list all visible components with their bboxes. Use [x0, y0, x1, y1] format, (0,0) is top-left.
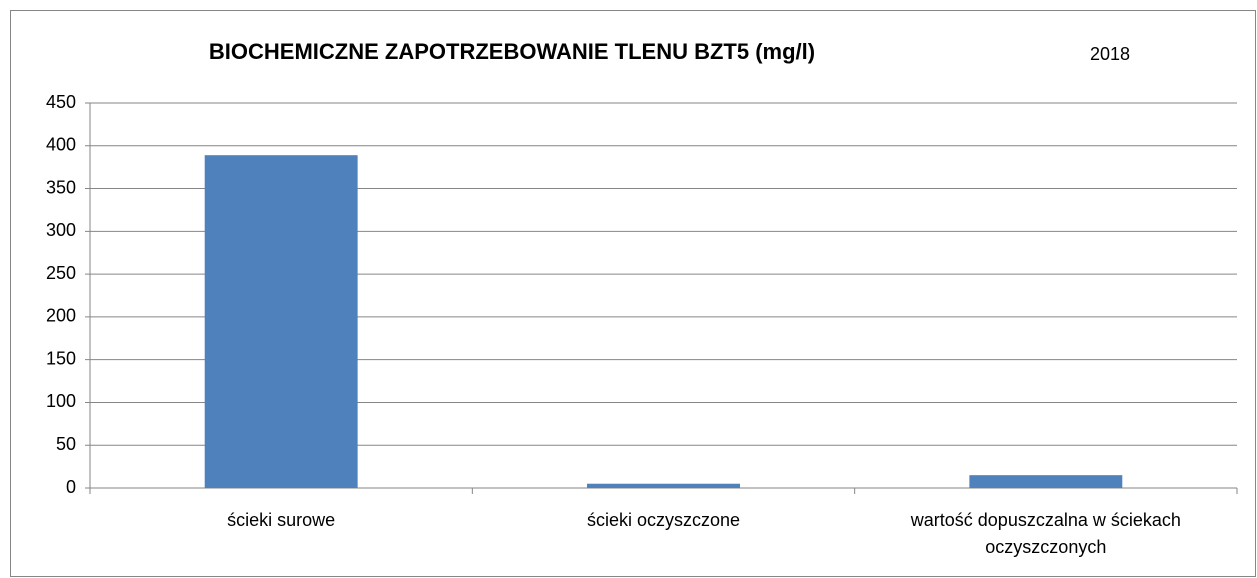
- y-tick-label: 350: [46, 177, 76, 197]
- y-tick-label: 300: [46, 220, 76, 240]
- y-tick-label: 200: [46, 306, 76, 326]
- y-tick-label: 100: [46, 391, 76, 411]
- bar: [587, 483, 740, 488]
- x-tick-label: ścieki surowe: [227, 510, 335, 530]
- legend-label: 2018: [1090, 44, 1130, 64]
- y-tick-label: 150: [46, 348, 76, 368]
- y-tick-label: 250: [46, 263, 76, 283]
- y-tick-label: 400: [46, 135, 76, 155]
- y-tick-label: 50: [56, 434, 76, 454]
- chart-title: BIOCHEMICZNE ZAPOTRZEBOWANIE TLENU BZT5 …: [209, 39, 815, 64]
- bar: [969, 475, 1123, 488]
- chart-border: [10, 10, 1256, 577]
- x-tick-label: ścieki oczyszczone: [587, 510, 740, 530]
- y-tick-label: 450: [46, 92, 76, 112]
- x-tick-label-line: wartość dopuszczalna w ściekach: [910, 510, 1181, 530]
- x-tick-label: wartość dopuszczalna w ściekach oczyszczo…: [910, 510, 1181, 557]
- bar: [204, 155, 358, 488]
- y-tick-label: 0: [66, 477, 76, 497]
- x-tick-label-line: oczyszczonych: [985, 537, 1106, 557]
